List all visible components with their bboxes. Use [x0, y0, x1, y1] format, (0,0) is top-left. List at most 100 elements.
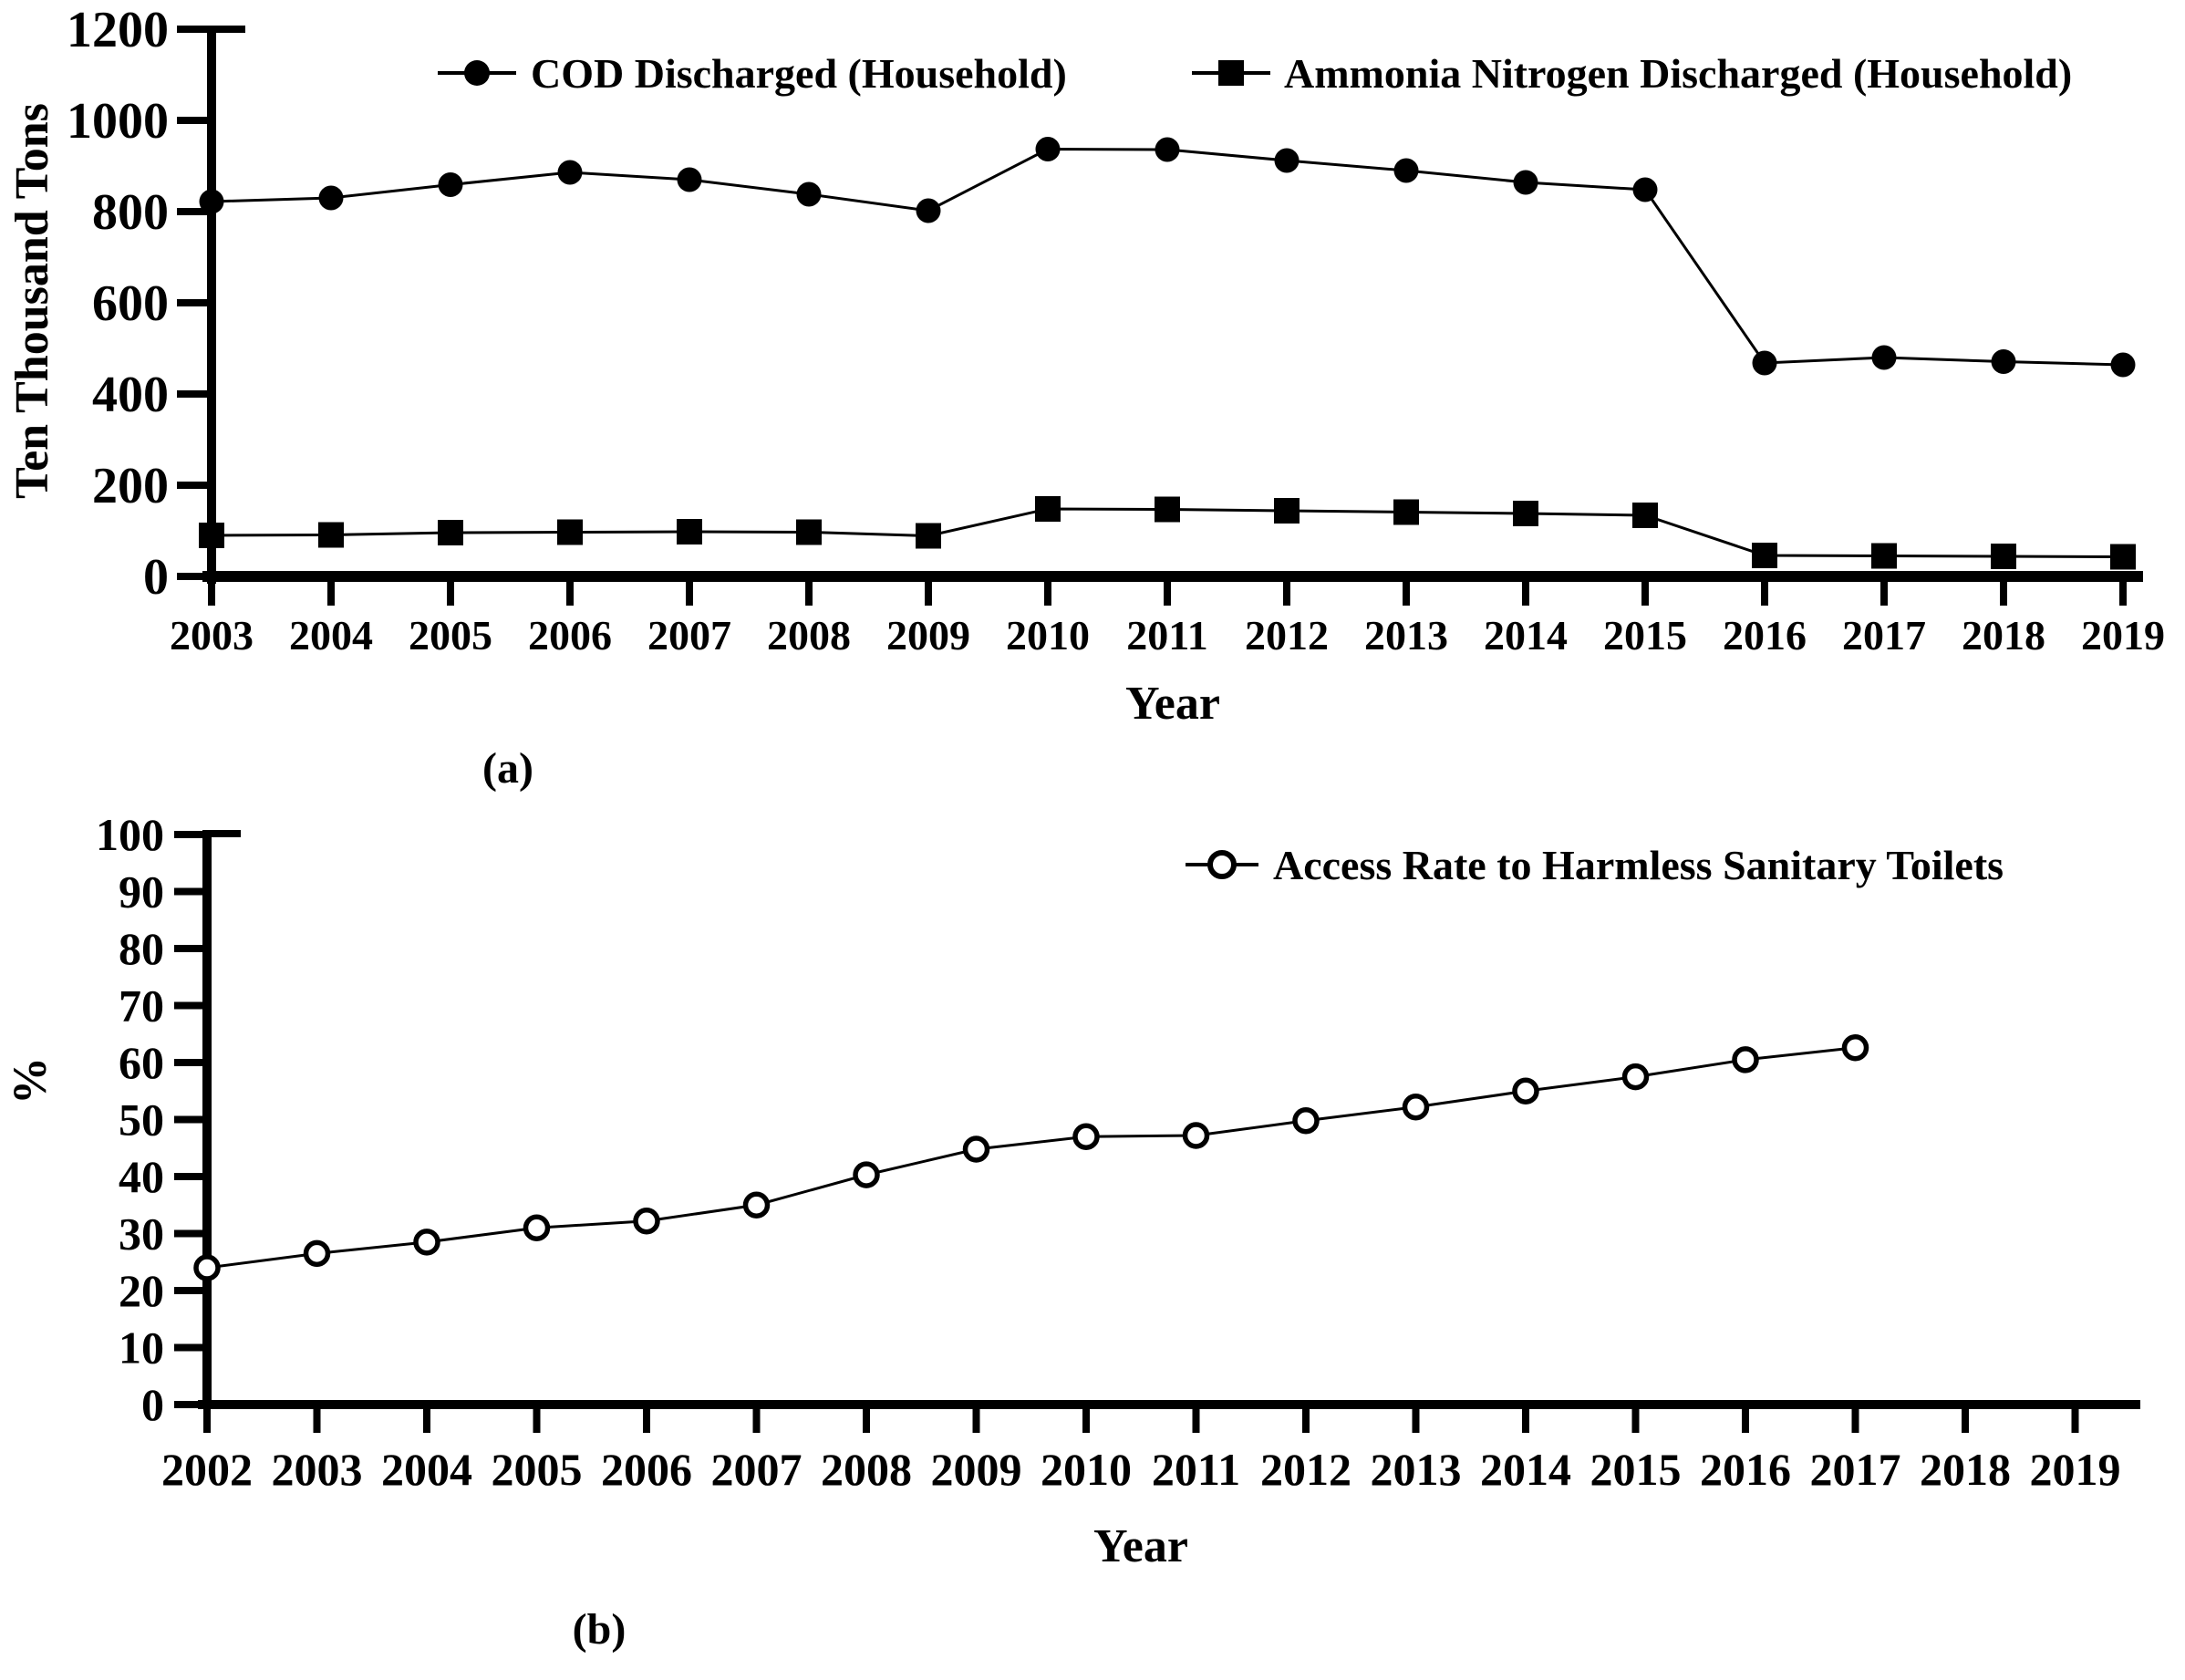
x-tick-label: 2012	[1260, 1444, 1351, 1495]
x-tick	[1631, 1409, 1640, 1433]
data-point-open-circle	[1621, 1063, 1650, 1091]
data-point-circle	[796, 181, 822, 207]
y-tick-label: 60	[119, 1037, 164, 1088]
x-tick	[1302, 1409, 1310, 1433]
x-tick-label: 2009	[931, 1444, 1022, 1495]
x-tick-label: 2016	[1700, 1444, 1791, 1495]
data-point-square	[1393, 499, 1419, 525]
x-tick	[203, 1409, 211, 1433]
x-tick	[1192, 1409, 1200, 1433]
data-point-square	[1871, 543, 1897, 569]
y-tick	[174, 1229, 207, 1238]
x-tick-label: 2004	[381, 1444, 472, 1495]
x-tick-label: 2010	[1006, 612, 1090, 659]
x-tick-label: 2008	[767, 612, 851, 659]
panel-b-x-axis	[198, 1400, 2140, 1409]
x-tick-label: 2005	[492, 1444, 583, 1495]
data-point-open-circle	[523, 1214, 551, 1241]
x-tick-label: 2018	[1962, 612, 2045, 659]
y-tick-label: 90	[119, 866, 164, 918]
x-tick-label: 2015	[1603, 612, 1687, 659]
x-tick	[423, 1409, 430, 1433]
x-tick	[972, 1409, 980, 1433]
x-tick-label: 2004	[289, 612, 373, 659]
data-point-square	[916, 523, 941, 549]
y-tick	[174, 1173, 207, 1180]
data-point-square	[438, 520, 463, 545]
x-tick-label: 2002	[161, 1444, 253, 1495]
panel-b-y-axis-cap	[212, 830, 241, 837]
y-tick	[177, 482, 212, 489]
data-point-circle	[1632, 177, 1658, 202]
x-tick	[2119, 582, 2127, 606]
x-tick	[1044, 582, 1051, 606]
x-tick	[863, 1409, 870, 1433]
x-tick	[1283, 582, 1290, 606]
x-tick	[1164, 582, 1171, 606]
x-tick-label: 2019	[2030, 1444, 2121, 1495]
data-point-circle	[557, 160, 583, 185]
data-point-square	[1274, 498, 1300, 524]
x-tick-label: 2013	[1364, 612, 1448, 659]
data-point-circle	[1752, 350, 1777, 376]
data-point-square	[677, 519, 702, 544]
data-point-circle	[1274, 148, 1300, 173]
y-tick-label: 100	[96, 809, 164, 860]
filled-circle-icon	[464, 60, 490, 86]
y-tick	[174, 1287, 207, 1294]
panel-a-label: (a)	[482, 744, 533, 793]
x-tick	[1851, 1409, 1859, 1433]
y-tick	[177, 573, 212, 580]
panel-a-y-ticks: 0 200 400 600 800 1000 1200	[67, 2, 212, 606]
data-point-square	[1752, 543, 1777, 568]
x-tick	[1880, 582, 1888, 606]
x-tick	[686, 582, 693, 606]
panel-b-x-ticks: 2002 2003 2004 2005 2006 2007 2008 2009 2010 2011…	[161, 1409, 2121, 1495]
data-point-circle	[1035, 137, 1061, 161]
panel-b-series	[193, 1034, 1869, 1281]
x-tick	[1082, 1409, 1090, 1433]
panel-a-legend: COD Discharged (Household) Ammonia Nitro…	[438, 50, 2072, 97]
data-point-square	[199, 523, 224, 548]
data-point-square	[1155, 496, 1180, 523]
x-tick-label: 2013	[1371, 1444, 1462, 1495]
x-tick	[533, 1409, 541, 1433]
y-tick	[177, 390, 212, 398]
legend-item-ammonia: Ammonia Nitrogen Discharged (Household)	[1192, 50, 2072, 97]
x-tick	[327, 582, 335, 606]
x-tick-label: 2012	[1245, 612, 1329, 659]
legend-item-cod: COD Discharged (Household)	[438, 50, 1067, 97]
data-point-open-circle	[633, 1208, 660, 1235]
panel-a-x-ticks: 2003 2004 2005 2006 2007 2008 2009 2010 2011 2012…	[170, 582, 2165, 659]
data-point-circle	[1155, 137, 1180, 162]
x-tick-label: 2016	[1723, 612, 1807, 659]
panel-b-label: (b)	[573, 1605, 627, 1654]
data-point-square	[1632, 503, 1658, 528]
data-point-open-circle	[1182, 1122, 1210, 1149]
data-point-open-circle	[1292, 1107, 1320, 1135]
data-point-open-circle	[742, 1191, 771, 1219]
panel-a-y-axis-cap	[216, 26, 245, 33]
y-tick-label: 40	[119, 1151, 164, 1202]
x-tick-label: 2017	[1842, 612, 1926, 659]
data-point-circle	[438, 172, 463, 197]
y-tick-label: 600	[92, 275, 169, 332]
data-point-circle	[1991, 349, 2016, 374]
panel-b-legend: Access Rate to Harmless Sanitary Toilets	[1186, 842, 2004, 888]
x-tick	[1761, 582, 1768, 606]
y-tick	[174, 1001, 207, 1010]
x-tick-label: 2003	[272, 1444, 363, 1495]
y-tick	[174, 887, 207, 896]
y-tick-label: 1000	[67, 93, 169, 150]
y-tick-label: 50	[119, 1094, 164, 1146]
x-tick-label: 2011	[1152, 1444, 1240, 1495]
x-tick	[313, 1409, 321, 1433]
data-point-circle	[1871, 345, 1897, 370]
x-tick-label: 2018	[1920, 1444, 2011, 1495]
x-tick-label: 2014	[1480, 1444, 1571, 1495]
x-tick	[566, 582, 574, 606]
data-point-open-circle	[1512, 1077, 1539, 1104]
